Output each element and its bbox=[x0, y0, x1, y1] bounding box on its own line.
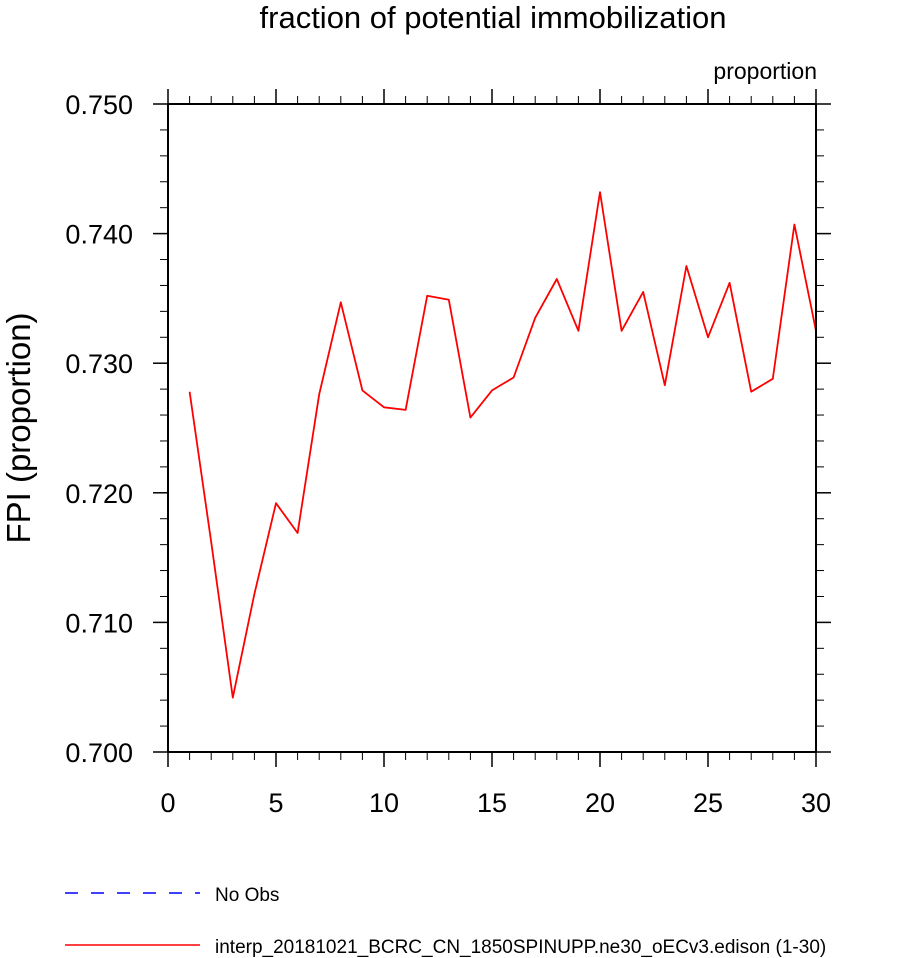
data-point bbox=[383, 406, 385, 408]
series-line-0 bbox=[188, 191, 817, 699]
x-tick-label: 15 bbox=[477, 788, 507, 818]
data-point bbox=[448, 299, 450, 301]
x-tick-label: 20 bbox=[585, 788, 615, 818]
y-tick-label: 0.750 bbox=[65, 90, 133, 120]
data-point bbox=[405, 409, 407, 411]
data-point bbox=[253, 593, 255, 595]
data-point bbox=[513, 376, 515, 378]
chart-title: fraction of potential immobilization bbox=[260, 0, 727, 35]
legend: No Obs interp_20181021_BCRC_CN_1850SPINU… bbox=[65, 885, 826, 958]
data-point bbox=[599, 191, 601, 193]
y-tick-label: 0.700 bbox=[65, 738, 133, 768]
data-point bbox=[685, 265, 687, 267]
x-tick-label: 5 bbox=[268, 788, 283, 818]
x-tick-label: 10 bbox=[369, 788, 399, 818]
data-point bbox=[210, 541, 212, 543]
data-point bbox=[577, 330, 579, 332]
data-point bbox=[297, 532, 299, 534]
y-tick-label: 0.710 bbox=[65, 608, 133, 638]
data-point bbox=[729, 282, 731, 284]
data-point bbox=[664, 384, 666, 386]
data-point bbox=[556, 278, 558, 280]
data-point bbox=[750, 391, 752, 393]
y-tick-label: 0.740 bbox=[65, 220, 133, 250]
data-point bbox=[772, 378, 774, 380]
y-tick-label: 0.730 bbox=[65, 349, 133, 379]
x-tick-label: 0 bbox=[160, 788, 175, 818]
data-point bbox=[534, 317, 536, 319]
data-point bbox=[707, 336, 709, 338]
data-point bbox=[621, 330, 623, 332]
data-point bbox=[491, 389, 493, 391]
units-label: proportion bbox=[713, 58, 817, 84]
legend-label-no-obs: No Obs bbox=[215, 885, 279, 906]
data-point bbox=[361, 389, 363, 391]
data-point bbox=[642, 291, 644, 293]
data-point bbox=[793, 224, 795, 226]
data-point bbox=[426, 295, 428, 297]
y-axis-label: FPI (proportion) bbox=[0, 312, 37, 543]
x-tick-label: 25 bbox=[693, 788, 723, 818]
y-tick-label: 0.720 bbox=[65, 479, 133, 509]
data-point bbox=[469, 417, 471, 419]
plot-frame bbox=[167, 103, 817, 753]
legend-label-model: interp_20181021_BCRC_CN_1850SPINUPP.ne30… bbox=[215, 937, 826, 958]
data-point bbox=[189, 391, 191, 393]
axis-ticks: 0 5 10 15 20 25 30 0.700 0.710 0.720 0.730 0.740 0.7… bbox=[65, 89, 831, 818]
data-point bbox=[340, 301, 342, 303]
series-layer bbox=[188, 191, 817, 699]
data-point bbox=[275, 502, 277, 504]
data-point bbox=[232, 697, 234, 699]
data-point bbox=[318, 393, 320, 395]
x-tick-label: 30 bbox=[801, 788, 831, 818]
